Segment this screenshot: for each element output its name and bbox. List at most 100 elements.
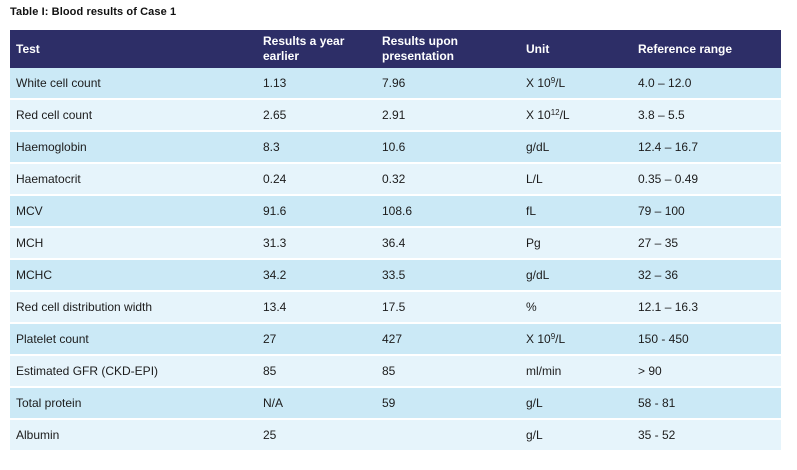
unit-pre: g/L [526,396,543,410]
unit-cell: g/L [526,420,638,452]
table-body: White cell count 1.13 7.96 X 109/L 4.0 –… [10,68,781,452]
unit-sup: 12 [550,108,560,117]
test-cell: MCH [10,228,263,260]
unit-pre: X 10 [526,108,551,122]
unit-post: /L [555,332,566,346]
table-row: Haematocrit 0.24 0.32 L/L 0.35 – 0.49 [10,164,781,196]
unit-pre: X 10 [526,332,551,346]
table-row: Total protein N/A 59 g/L 58 - 81 [10,388,781,420]
year-earlier-cell: 25 [263,420,382,452]
unit-cell: X 109/L [526,68,638,100]
test-cell: MCV [10,196,263,228]
column-header-year-earlier: Results a year earlier [263,30,382,68]
range-cell: 27 – 35 [638,228,781,260]
range-cell: 0.35 – 0.49 [638,164,781,196]
presentation-cell: 427 [382,324,526,356]
range-cell: 32 – 36 [638,260,781,292]
table-row: MCHC 34.2 33.5 g/dL 32 – 36 [10,260,781,292]
unit-cell: % [526,292,638,324]
unit-pre: ml/min [526,364,562,378]
test-cell: White cell count [10,68,263,100]
unit-cell: g/dL [526,260,638,292]
presentation-cell: 85 [382,356,526,388]
header-row: Test Results a year earlier Results upon… [10,30,781,68]
unit-cell: X 109/L [526,324,638,356]
unit-pre: X 10 [526,76,551,90]
table-row: Estimated GFR (CKD-EPI) 85 85 ml/min > 9… [10,356,781,388]
column-header-reference-range: Reference range [638,30,781,68]
presentation-cell: 2.91 [382,100,526,132]
range-cell: 12.1 – 16.3 [638,292,781,324]
unit-post: /L [555,76,566,90]
presentation-cell: 108.6 [382,196,526,228]
range-cell: 3.8 – 5.5 [638,100,781,132]
presentation-cell: 0.32 [382,164,526,196]
unit-pre: g/dL [526,140,550,154]
test-cell: MCHC [10,260,263,292]
year-earlier-cell: 31.3 [263,228,382,260]
presentation-cell [382,420,526,452]
unit-pre: g/dL [526,268,550,282]
year-earlier-cell: 27 [263,324,382,356]
column-header-test: Test [10,30,263,68]
unit-cell: L/L [526,164,638,196]
test-cell: Platelet count [10,324,263,356]
unit-pre: fL [526,204,537,218]
range-cell: 79 – 100 [638,196,781,228]
unit-sup: 9 [550,332,556,341]
test-cell: Total protein [10,388,263,420]
year-earlier-cell: 85 [263,356,382,388]
unit-pre: L/L [526,172,543,186]
column-header-unit: Unit [526,30,638,68]
unit-cell: g/L [526,388,638,420]
range-cell: > 90 [638,356,781,388]
range-cell: 12.4 – 16.7 [638,132,781,164]
table-row: MCV 91.6 108.6 fL 79 – 100 [10,196,781,228]
unit-sup: 9 [550,76,556,85]
year-earlier-cell: 1.13 [263,68,382,100]
range-cell: 4.0 – 12.0 [638,68,781,100]
range-cell: 58 - 81 [638,388,781,420]
unit-pre: g/L [526,428,543,442]
unit-pre: Pg [526,236,541,250]
table-row: Haemoglobin 8.3 10.6 g/dL 12.4 – 16.7 [10,132,781,164]
test-cell: Red cell count [10,100,263,132]
table-row: Albumin 25 g/L 35 - 52 [10,420,781,452]
table-row: MCH 31.3 36.4 Pg 27 – 35 [10,228,781,260]
test-cell: Estimated GFR (CKD-EPI) [10,356,263,388]
table-header: Test Results a year earlier Results upon… [10,30,781,68]
blood-results-table-container: Test Results a year earlier Results upon… [10,30,781,452]
test-cell: Red cell distribution width [10,292,263,324]
year-earlier-cell: 8.3 [263,132,382,164]
presentation-cell: 10.6 [382,132,526,164]
year-earlier-cell: 34.2 [263,260,382,292]
table-row: White cell count 1.13 7.96 X 109/L 4.0 –… [10,68,781,100]
table-row: Red cell count 2.65 2.91 X 1012/L 3.8 – … [10,100,781,132]
year-earlier-cell: 91.6 [263,196,382,228]
unit-cell: fL [526,196,638,228]
presentation-cell: 36.4 [382,228,526,260]
unit-cell: X 1012/L [526,100,638,132]
test-cell: Albumin [10,420,263,452]
column-header-presentation: Results upon presentation [382,30,526,68]
year-earlier-cell: 13.4 [263,292,382,324]
year-earlier-cell: 2.65 [263,100,382,132]
presentation-cell: 59 [382,388,526,420]
range-cell: 35 - 52 [638,420,781,452]
presentation-cell: 17.5 [382,292,526,324]
table-row: Platelet count 27 427 X 109/L 150 - 450 [10,324,781,356]
test-cell: Haemoglobin [10,132,263,164]
range-cell: 150 - 450 [638,324,781,356]
unit-pre: % [526,300,537,314]
unit-post: /L [559,108,570,122]
year-earlier-cell: 0.24 [263,164,382,196]
test-cell: Haematocrit [10,164,263,196]
unit-cell: ml/min [526,356,638,388]
table-caption: Table I: Blood results of Case 1 [10,6,177,18]
blood-results-table: Test Results a year earlier Results upon… [10,30,781,452]
year-earlier-cell: N/A [263,388,382,420]
unit-cell: g/dL [526,132,638,164]
presentation-cell: 7.96 [382,68,526,100]
unit-cell: Pg [526,228,638,260]
presentation-cell: 33.5 [382,260,526,292]
